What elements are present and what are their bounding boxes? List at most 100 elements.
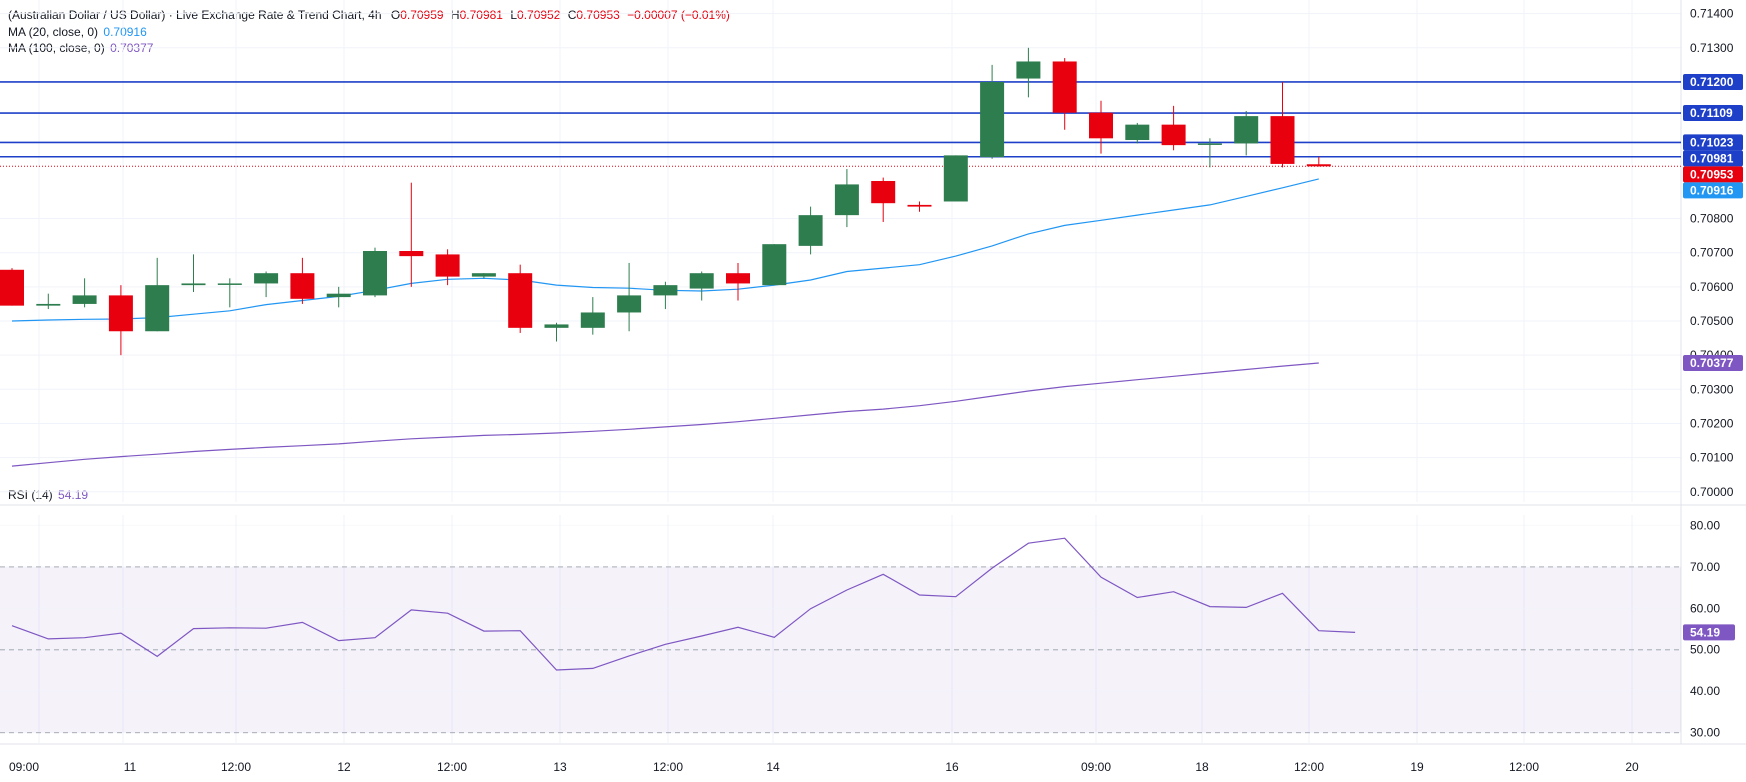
candle [544,322,569,342]
candle [943,155,968,202]
price-axis-badge: 0.71200 [1683,73,1743,90]
price-axis-badge: 0.71109 [1683,105,1743,122]
candle-body [217,283,242,285]
candle-body [254,273,279,284]
ma20-label: MA (20, close, 0) [8,25,99,39]
candle [726,262,750,301]
candle-body [1052,61,1077,113]
ma20-legend[interactable]: MA (20, close, 0) 0.70916 [8,25,147,39]
candle [181,254,206,292]
candle-body [1125,124,1150,141]
ma20-value: 0.70916 [103,25,147,39]
candle [1089,100,1113,154]
price-axis-badge: 0.70916 [1683,182,1743,199]
candle [834,169,859,228]
candle-body [1270,116,1295,164]
time-axis-label: 20 [1625,760,1639,774]
candle-body [544,324,569,328]
rsi-badge-text: 54.19 [1690,625,1720,639]
chart-header: (Australian Dollar / US Dollar) · Live E… [8,8,730,22]
price-axis-badge: 0.70953 [1683,166,1743,183]
price-axis-label: 0.70700 [1690,246,1734,260]
candle [108,285,133,356]
price-axis-label: 0.70000 [1690,485,1734,499]
candle [508,264,533,333]
price-axis-badge-text: 0.71109 [1690,106,1733,120]
candle [907,201,932,212]
price-axis-label: 0.71400 [1690,7,1734,21]
rsi-axis-label: 80.00 [1690,518,1720,532]
candle-body [834,184,859,216]
rsi-axis-label: 70.00 [1690,560,1720,574]
candle [1197,138,1222,168]
candle-body [363,251,387,296]
candle-body [617,295,642,313]
price-axis-badge-bg [1683,166,1743,183]
price-axis-badge-text: 0.70953 [1690,167,1734,181]
rsi-axis-label: 40.00 [1690,684,1720,698]
candle [435,249,460,286]
candle-body [471,273,496,277]
candle [1161,105,1186,151]
candle-body [326,293,351,298]
time-axis-label: 12:00 [221,760,251,774]
price-axis-badge: 0.71023 [1683,134,1743,151]
candle-body [290,273,315,299]
candle [762,244,787,286]
candle-body [980,81,1005,158]
low-value: 0.70952 [517,8,561,22]
candle [1234,110,1259,156]
candle [798,206,823,255]
change-value: −0.00007 (−0.01%) [627,8,730,22]
candle [1270,81,1295,168]
candle [326,286,351,308]
rsi-axis-label: 60.00 [1690,601,1720,615]
close-label: C [567,8,577,22]
candle [653,281,678,310]
candle-body [1197,143,1222,145]
close-value: 0.70953 [576,8,620,22]
time-axis-label: 16 [945,760,959,774]
candle-body [0,269,24,306]
rsi-badge-bg [1683,624,1735,641]
time-axis-label: 12:00 [437,760,467,774]
candle-body [943,155,968,202]
candle [290,257,315,304]
candle [363,247,387,298]
time-axis-label: 09:00 [9,760,39,774]
time-axis-label: 12:00 [1509,760,1539,774]
price-axis-label: 0.70800 [1690,212,1734,226]
price-axis-badge-text: 0.70377 [1690,356,1734,370]
time-axis-label: 12:00 [1294,760,1324,774]
candle-body [181,283,206,286]
candle-body [72,295,97,304]
time-axis-label: 19 [1410,760,1424,774]
price-axis-badge-text: 0.70916 [1690,183,1734,197]
candle [617,262,642,332]
candle [1125,122,1150,144]
candle [1306,156,1331,167]
rsi-axis-label: 50.00 [1690,643,1720,657]
price-axis-badge: 0.70377 [1683,355,1743,372]
candle [1016,47,1041,98]
high-label: H [450,8,460,22]
candle [1052,58,1077,130]
candle [689,271,714,301]
candle [580,297,605,335]
candle-body [36,303,61,306]
high-value: 0.70981 [459,8,503,22]
price-axis-badge-bg [1683,73,1743,90]
time-axis-label: 14 [766,760,780,774]
price-axis-badge: 0.70981 [1683,150,1743,167]
candle [0,268,24,306]
price-axis-label: 0.70100 [1690,451,1734,465]
candle-body [108,295,133,332]
price-axis-label: 0.71300 [1690,41,1734,55]
low-label: L [510,8,518,22]
price-axis-label: 0.70300 [1690,382,1734,396]
candle [471,273,496,279]
candle-body [907,204,932,207]
candle-body [1306,164,1331,167]
candle-body [580,312,605,328]
